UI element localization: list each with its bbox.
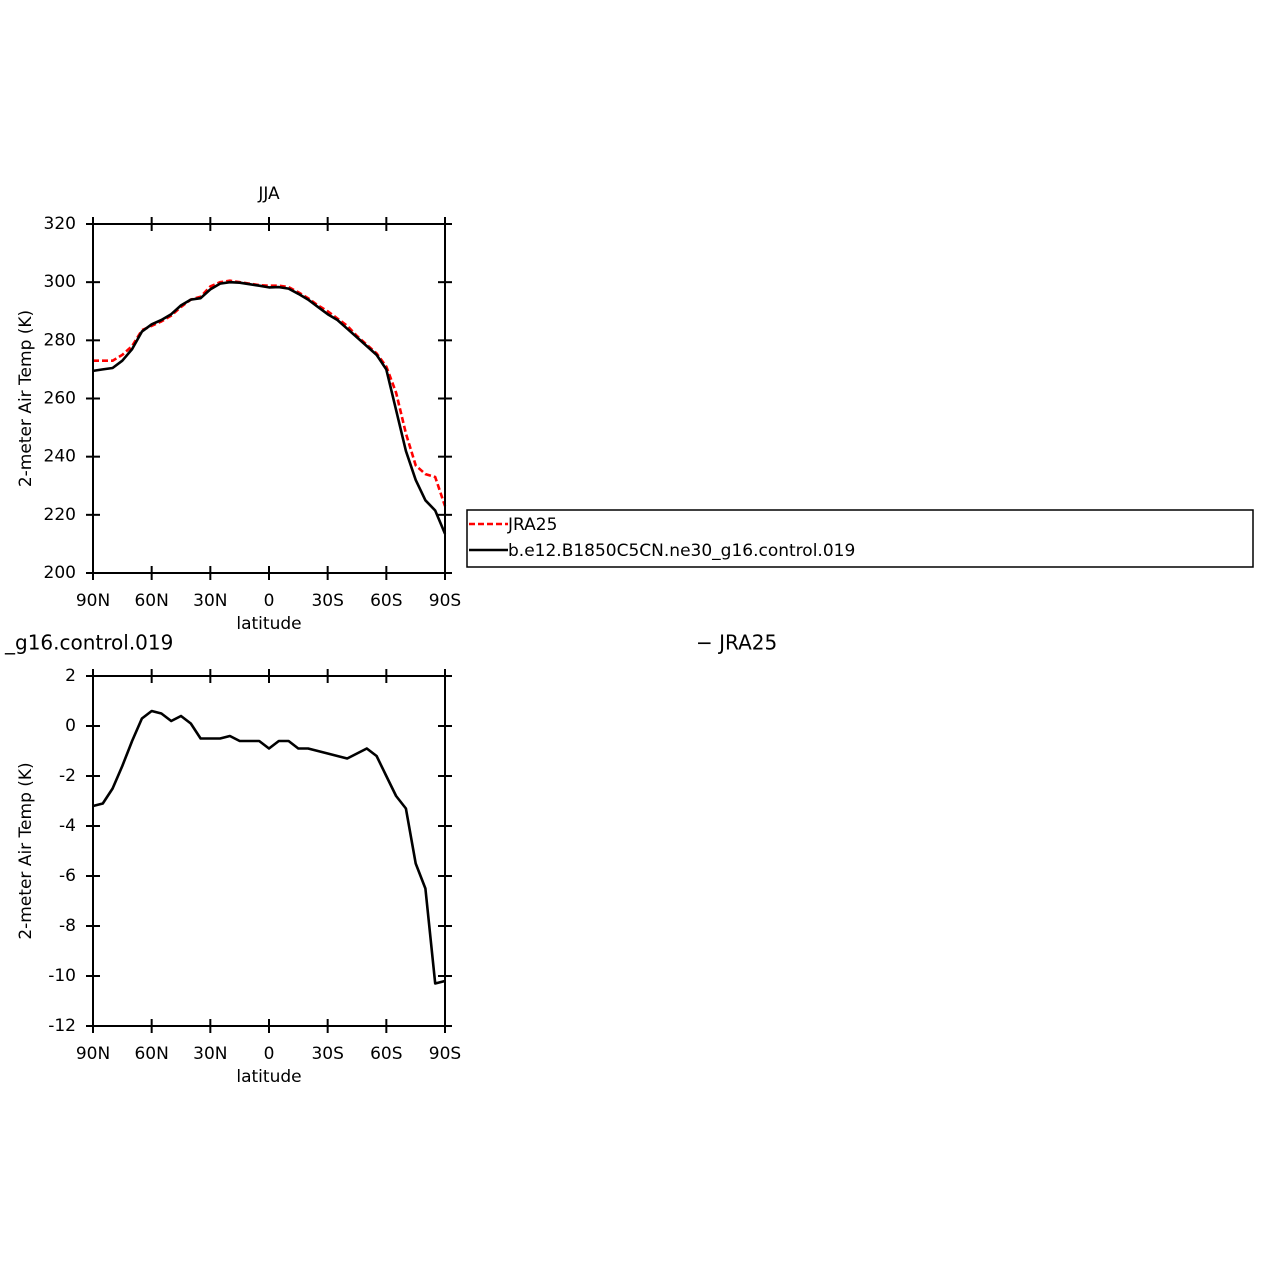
- x-tick-label: 60N: [134, 591, 168, 611]
- legend-label: JRA25: [507, 515, 557, 535]
- data-line: [92, 709, 446, 985]
- y-tick-label: -6: [59, 866, 76, 886]
- y-tick-label: -8: [59, 916, 76, 936]
- y-axis-label: 2-meter Air Temp (K): [16, 310, 36, 487]
- y-tick-label: 2: [65, 666, 76, 686]
- x-tick-label: 30N: [193, 591, 227, 611]
- x-tick-label: 90N: [76, 591, 110, 611]
- y-tick-label: 300: [44, 272, 76, 292]
- x-tick-label: 0: [264, 1044, 275, 1064]
- y-tick-label: -12: [48, 1016, 76, 1036]
- x-tick-label: 90N: [76, 1044, 110, 1064]
- y-tick-label: 220: [44, 505, 76, 525]
- y-tick-label: 280: [44, 330, 76, 350]
- x-axis-label: latitude: [236, 1067, 301, 1087]
- x-tick-label: 60S: [370, 591, 402, 611]
- y-axis-label: 2-meter Air Temp (K): [16, 762, 36, 939]
- x-tick-label: 90S: [429, 1044, 461, 1064]
- chart-title: − JRA25: [696, 631, 777, 655]
- data-line: [92, 280, 447, 535]
- y-tick-label: -2: [59, 766, 76, 786]
- y-tick-label: 240: [44, 447, 76, 467]
- x-tick-label: 30S: [311, 591, 343, 611]
- y-tick-label: 0: [65, 716, 76, 736]
- x-tick-label: 30S: [311, 1044, 343, 1064]
- x-tick-label: 90S: [429, 591, 461, 611]
- y-tick-label: -10: [48, 966, 76, 986]
- x-axis-label: latitude: [236, 614, 301, 634]
- chart-title: _g16.control.019: [4, 631, 173, 655]
- y-tick-label: 260: [44, 389, 76, 409]
- x-tick-label: 0: [264, 591, 275, 611]
- x-tick-label: 60S: [370, 1044, 402, 1064]
- x-tick-label: 60N: [134, 1044, 168, 1064]
- legend-box: [466, 509, 1254, 568]
- plot-frame: [92, 675, 446, 1027]
- y-tick-label: -4: [59, 816, 76, 836]
- legend-label: b.e12.B1850C5CN.ne30_g16.control.019: [508, 541, 855, 561]
- y-tick-label: 320: [44, 214, 76, 234]
- chart-title: JJA: [257, 184, 280, 204]
- x-tick-label: 30N: [193, 1044, 227, 1064]
- y-tick-label: 200: [44, 563, 76, 583]
